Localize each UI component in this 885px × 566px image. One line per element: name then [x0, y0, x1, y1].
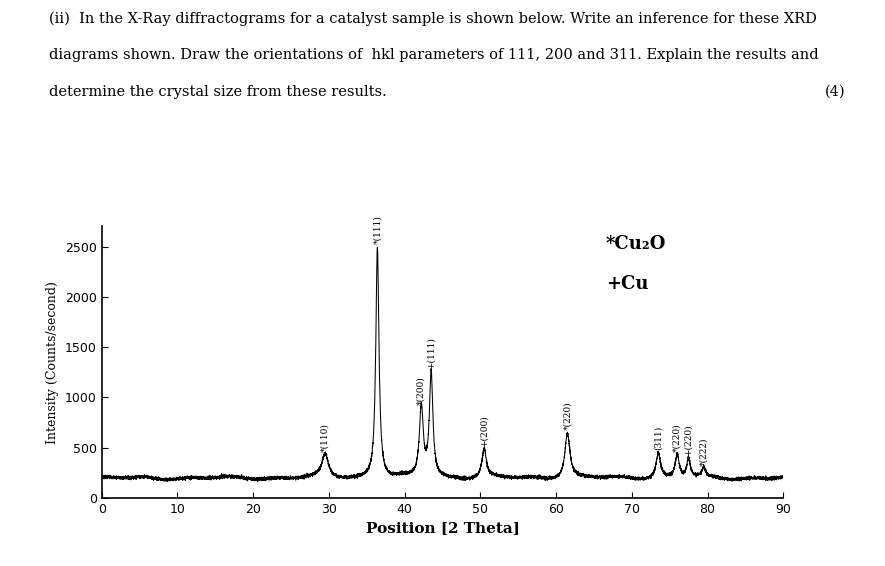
Text: diagrams shown. Draw the orientations of  hkl parameters of 111, 200 and 311. Ex: diagrams shown. Draw the orientations of…: [49, 48, 819, 62]
Text: +Cu: +Cu: [606, 275, 649, 293]
Text: *Cu₂O: *Cu₂O: [606, 234, 666, 252]
Text: determine the crystal size from these results.: determine the crystal size from these re…: [49, 85, 387, 99]
Text: +(220): +(220): [684, 424, 693, 456]
Text: (4): (4): [825, 85, 845, 99]
Text: *(200): *(200): [417, 376, 426, 405]
Text: *(220): *(220): [673, 423, 681, 452]
Text: *(220): *(220): [563, 401, 572, 430]
Text: *(110): *(110): [320, 423, 329, 452]
Y-axis label: Intensity (Counts/second): Intensity (Counts/second): [47, 281, 59, 444]
Text: (311): (311): [654, 426, 663, 450]
X-axis label: Position [2 Theta]: Position [2 Theta]: [366, 521, 519, 535]
Text: +(111): +(111): [427, 337, 435, 369]
Text: *(111): *(111): [373, 215, 382, 243]
Text: *(222): *(222): [699, 438, 708, 466]
Text: +(200): +(200): [480, 415, 489, 447]
Text: (ii)  In the X-Ray diffractograms for a catalyst sample is shown below. Write an: (ii) In the X-Ray diffractograms for a c…: [49, 11, 817, 25]
